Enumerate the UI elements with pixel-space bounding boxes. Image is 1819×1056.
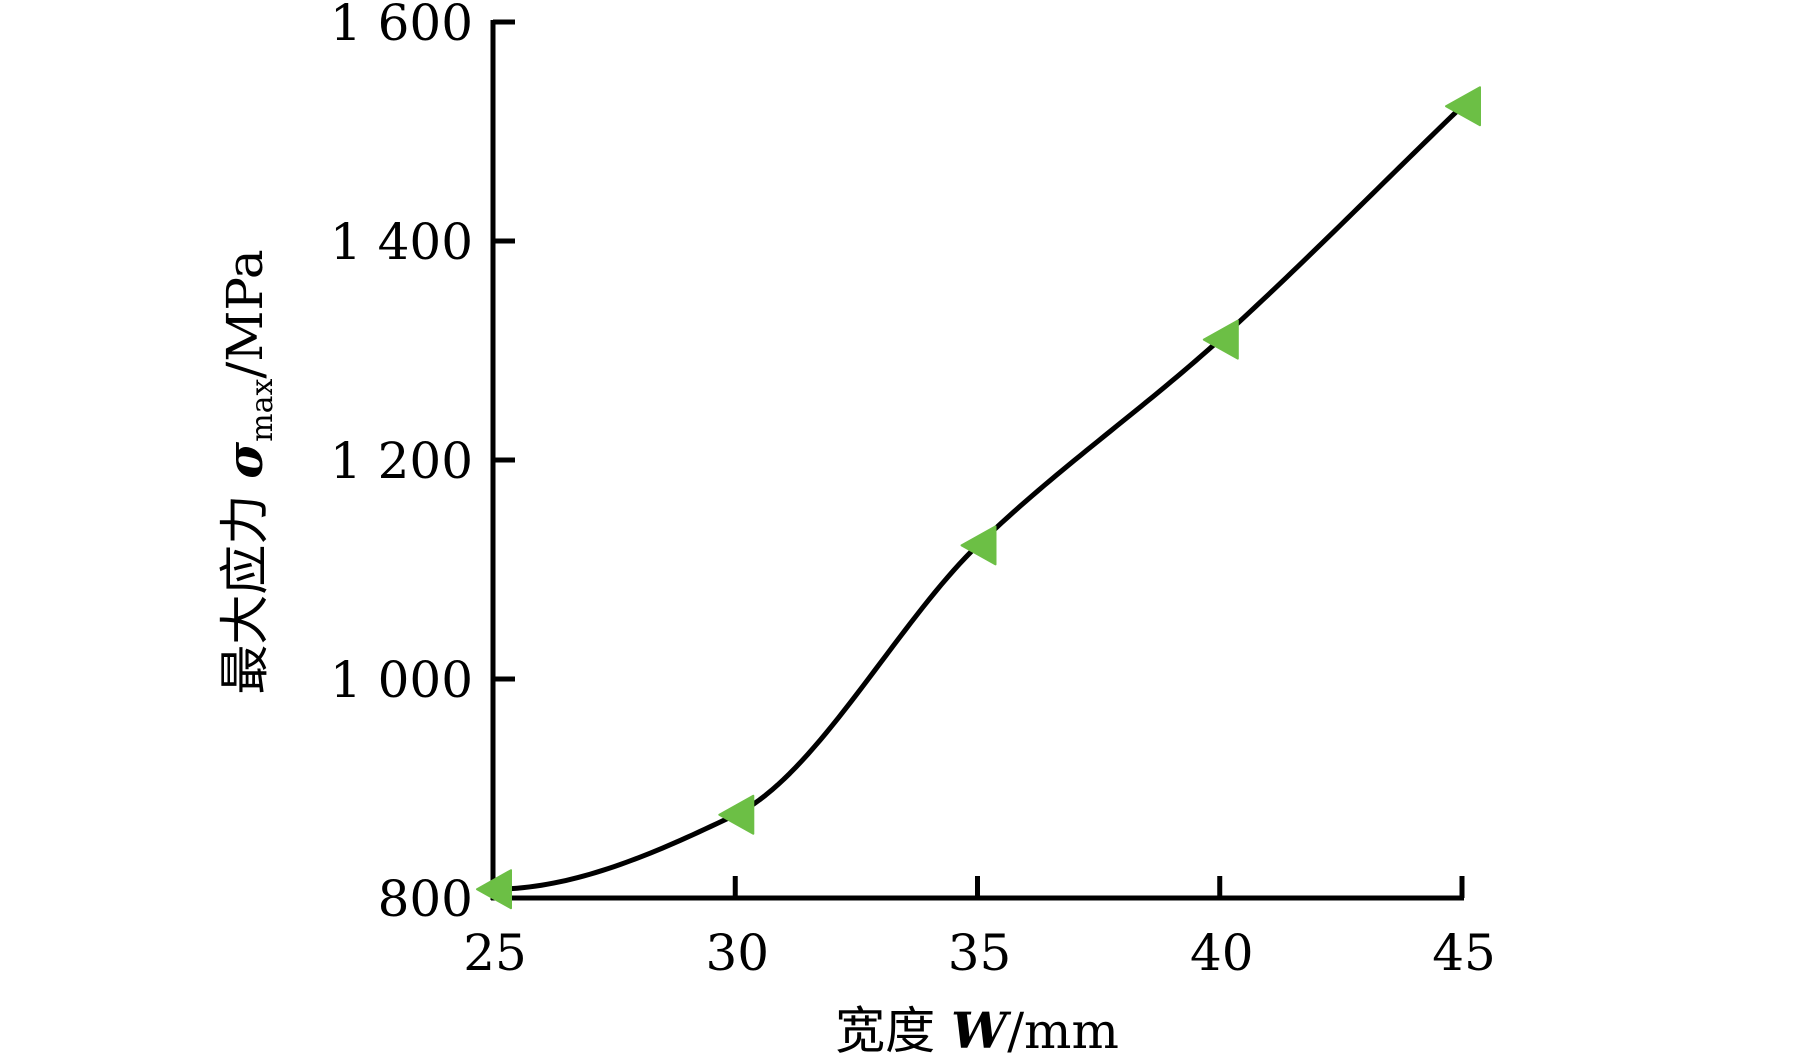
y-tick-label: 1 000 bbox=[330, 651, 473, 709]
x-tick-label: 35 bbox=[948, 924, 1012, 982]
series-line bbox=[490, 103, 1465, 892]
x-axis-title-unit: /mm bbox=[1007, 1002, 1119, 1056]
y-tick-label: 1 200 bbox=[330, 432, 473, 490]
x-tick-label: 40 bbox=[1190, 924, 1254, 982]
y-axis-title-subscript: max bbox=[245, 379, 280, 442]
data-point-marker bbox=[718, 794, 755, 835]
data-markers bbox=[476, 86, 1481, 910]
data-point-marker bbox=[1445, 86, 1481, 127]
x-tick-label: 45 bbox=[1432, 924, 1496, 982]
y-tick-label: 800 bbox=[378, 870, 473, 928]
data-point-marker bbox=[476, 869, 512, 910]
x-tick-label: 25 bbox=[463, 924, 527, 982]
y-ticks: 800 1 000 1 200 1 400 1 600 bbox=[330, 0, 515, 928]
x-tick-label: 30 bbox=[705, 924, 769, 982]
x-axis-title-symbol: W bbox=[951, 1001, 1012, 1056]
axes bbox=[490, 20, 1464, 901]
data-point-marker bbox=[1202, 319, 1239, 360]
y-tick-label: 1 400 bbox=[330, 213, 473, 271]
x-axis-title-prefix: 宽度 bbox=[835, 1002, 951, 1056]
x-axis-title: 宽度 W/mm bbox=[835, 1001, 1119, 1056]
y-axis-title-prefix: 最大应力 bbox=[216, 479, 274, 695]
y-tick-label: 1 600 bbox=[330, 0, 473, 52]
y-axis-title-symbol: σ bbox=[215, 442, 274, 479]
data-point-marker bbox=[960, 525, 997, 566]
y-axis-title: 最大应力 σmax/MPa bbox=[215, 249, 280, 694]
x-ticks: 25 30 35 40 45 bbox=[463, 876, 1496, 982]
y-axis-title-unit: /MPa bbox=[216, 249, 274, 378]
